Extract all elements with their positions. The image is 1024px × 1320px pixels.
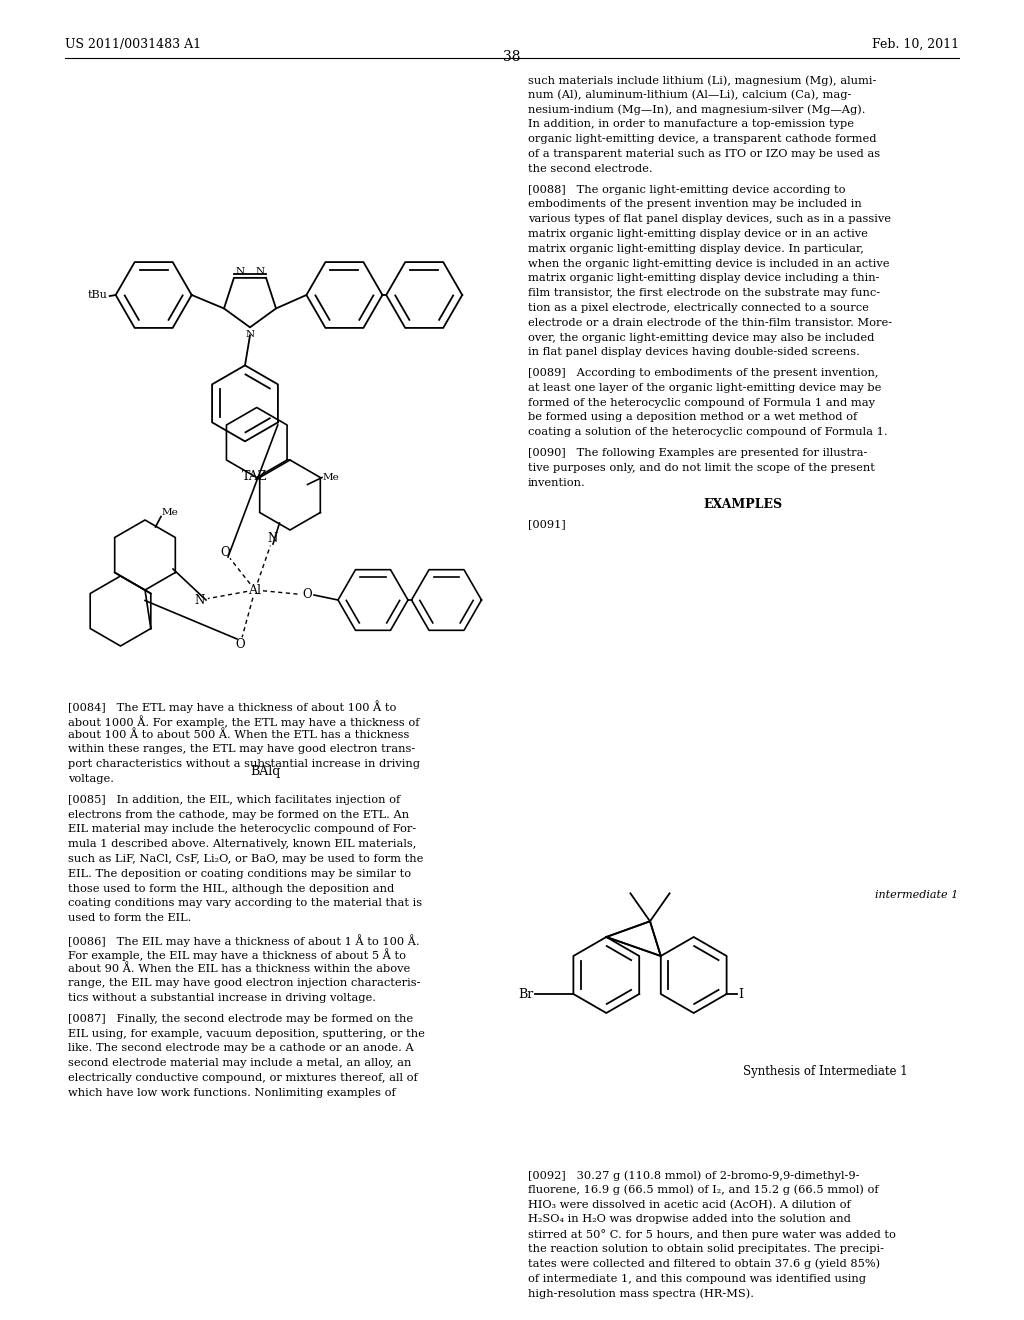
Text: within these ranges, the ETL may have good electron trans-: within these ranges, the ETL may have go… [68, 744, 416, 755]
Text: US 2011/0031483 A1: US 2011/0031483 A1 [65, 38, 201, 51]
Text: matrix organic light-emitting display device including a thin-: matrix organic light-emitting display de… [528, 273, 880, 284]
Text: Synthesis of Intermediate 1: Synthesis of Intermediate 1 [742, 1065, 907, 1078]
Text: I: I [738, 987, 743, 1001]
Text: coating a solution of the heterocyclic compound of Formula 1.: coating a solution of the heterocyclic c… [528, 428, 888, 437]
Text: num (Al), aluminum-lithium (Al—Li), calcium (Ca), mag-: num (Al), aluminum-lithium (Al—Li), calc… [528, 90, 851, 100]
Text: tates were collected and filtered to obtain 37.6 g (yield 85%): tates were collected and filtered to obt… [528, 1259, 880, 1270]
Text: which have low work functions. Nonlimiting examples of: which have low work functions. Nonlimiti… [68, 1088, 395, 1098]
Text: electrically conductive compound, or mixtures thereof, all of: electrically conductive compound, or mix… [68, 1073, 418, 1082]
Text: in flat panel display devices having double-sided screens.: in flat panel display devices having dou… [528, 347, 860, 358]
Text: range, the EIL may have good electron injection characteris-: range, the EIL may have good electron in… [68, 978, 421, 989]
Text: N: N [236, 267, 245, 276]
Text: about 1000 Å. For example, the ETL may have a thickness of: about 1000 Å. For example, the ETL may h… [68, 715, 420, 727]
Text: tBu: tBu [88, 290, 108, 300]
Text: organic light-emitting device, a transparent cathode formed: organic light-emitting device, a transpa… [528, 135, 877, 144]
Text: fluorene, 16.9 g (66.5 mmol) of I₂, and 15.2 g (66.5 mmol) of: fluorene, 16.9 g (66.5 mmol) of I₂, and … [528, 1185, 879, 1196]
Text: invention.: invention. [528, 478, 586, 487]
Text: tion as a pixel electrode, electrically connected to a source: tion as a pixel electrode, electrically … [528, 302, 869, 313]
Text: [0090]   The following Examples are presented for illustra-: [0090] The following Examples are presen… [528, 447, 867, 458]
Text: Me: Me [162, 508, 179, 517]
Text: TAZ: TAZ [243, 470, 267, 483]
Text: Feb. 10, 2011: Feb. 10, 2011 [871, 38, 959, 51]
Text: embodiments of the present invention may be included in: embodiments of the present invention may… [528, 199, 862, 210]
Text: port characteristics without a substantial increase in driving: port characteristics without a substanti… [68, 759, 420, 770]
Text: [0091]: [0091] [528, 519, 565, 529]
Text: In addition, in order to manufacture a top-emission type: In addition, in order to manufacture a t… [528, 119, 854, 129]
Text: nesium-indium (Mg—In), and magnesium-silver (Mg—Ag).: nesium-indium (Mg—In), and magnesium-sil… [528, 104, 865, 115]
Text: EIL using, for example, vacuum deposition, sputtering, or the: EIL using, for example, vacuum depositio… [68, 1028, 425, 1039]
Text: H₂SO₄ in H₂O was dropwise added into the solution and: H₂SO₄ in H₂O was dropwise added into the… [528, 1214, 851, 1225]
Text: 38: 38 [503, 50, 521, 63]
Text: N: N [195, 594, 205, 606]
Text: over, the organic light-emitting device may also be included: over, the organic light-emitting device … [528, 333, 874, 342]
Text: EIL. The deposition or coating conditions may be similar to: EIL. The deposition or coating condition… [68, 869, 411, 879]
Text: BAlq: BAlq [250, 766, 281, 777]
Text: HIO₃ were dissolved in acetic acid (AcOH). A dilution of: HIO₃ were dissolved in acetic acid (AcOH… [528, 1200, 851, 1210]
Text: [0084]   The ETL may have a thickness of about 100 Å to: [0084] The ETL may have a thickness of a… [68, 700, 396, 713]
Text: electrons from the cathode, may be formed on the ETL. An: electrons from the cathode, may be forme… [68, 809, 410, 820]
Text: [0086]   The EIL may have a thickness of about 1 Å to 100 Å.: [0086] The EIL may have a thickness of a… [68, 933, 420, 946]
Text: tive purposes only, and do not limit the scope of the present: tive purposes only, and do not limit the… [528, 463, 874, 473]
Text: [0088]   The organic light-emitting device according to: [0088] The organic light-emitting device… [528, 185, 846, 194]
Text: [0092]   30.27 g (110.8 mmol) of 2-bromo-9,9-dimethyl-9-: [0092] 30.27 g (110.8 mmol) of 2-bromo-9… [528, 1170, 859, 1180]
Text: the reaction solution to obtain solid precipitates. The precipi-: the reaction solution to obtain solid pr… [528, 1243, 884, 1254]
Text: matrix organic light-emitting display device. In particular,: matrix organic light-emitting display de… [528, 244, 864, 253]
Text: voltage.: voltage. [68, 774, 114, 784]
Text: EXAMPLES: EXAMPLES [703, 498, 782, 511]
Text: when the organic light-emitting device is included in an active: when the organic light-emitting device i… [528, 259, 890, 268]
Text: of a transparent material such as ITO or IZO may be used as: of a transparent material such as ITO or… [528, 149, 880, 158]
Text: Me: Me [323, 473, 340, 482]
Text: be formed using a deposition method or a wet method of: be formed using a deposition method or a… [528, 412, 857, 422]
Text: O: O [236, 639, 245, 652]
Text: matrix organic light-emitting display device or in an active: matrix organic light-emitting display de… [528, 228, 868, 239]
Text: intermediate 1: intermediate 1 [874, 890, 958, 900]
Text: like. The second electrode may be a cathode or an anode. A: like. The second electrode may be a cath… [68, 1043, 414, 1053]
Text: EIL material may include the heterocyclic compound of For-: EIL material may include the heterocycli… [68, 824, 416, 834]
Text: coating conditions may vary according to the material that is: coating conditions may vary according to… [68, 899, 422, 908]
Text: mula 1 described above. Alternatively, known EIL materials,: mula 1 described above. Alternatively, k… [68, 840, 417, 849]
Text: [0085]   In addition, the EIL, which facilitates injection of: [0085] In addition, the EIL, which facil… [68, 795, 400, 805]
Text: the second electrode.: the second electrode. [528, 164, 652, 174]
Text: such as LiF, NaCl, CsF, Li₂O, or BaO, may be used to form the: such as LiF, NaCl, CsF, Li₂O, or BaO, ma… [68, 854, 423, 863]
Text: various types of flat panel display devices, such as in a passive: various types of flat panel display devi… [528, 214, 891, 224]
Text: N: N [256, 267, 264, 276]
Text: stirred at 50° C. for 5 hours, and then pure water was added to: stirred at 50° C. for 5 hours, and then … [528, 1229, 896, 1239]
Text: electrode or a drain electrode of the thin-film transistor. More-: electrode or a drain electrode of the th… [528, 318, 892, 327]
Text: For example, the EIL may have a thickness of about 5 Å to: For example, the EIL may have a thicknes… [68, 949, 406, 961]
Text: O: O [302, 589, 312, 602]
Text: tics without a substantial increase in driving voltage.: tics without a substantial increase in d… [68, 993, 376, 1003]
Text: Al: Al [249, 583, 261, 597]
Text: N: N [268, 532, 279, 544]
Text: second electrode material may include a metal, an alloy, an: second electrode material may include a … [68, 1059, 412, 1068]
Text: O: O [220, 545, 229, 558]
Text: [0087]   Finally, the second electrode may be formed on the: [0087] Finally, the second electrode may… [68, 1014, 413, 1024]
Text: [0089]   According to embodiments of the present invention,: [0089] According to embodiments of the p… [528, 368, 879, 378]
Text: film transistor, the first electrode on the substrate may func-: film transistor, the first electrode on … [528, 288, 880, 298]
Text: those used to form the HIL, although the deposition and: those used to form the HIL, although the… [68, 883, 394, 894]
Text: about 100 Å to about 500 Å. When the ETL has a thickness: about 100 Å to about 500 Å. When the ETL… [68, 730, 410, 741]
Text: used to form the EIL.: used to form the EIL. [68, 913, 191, 923]
Text: high-resolution mass spectra (HR-MS).: high-resolution mass spectra (HR-MS). [528, 1288, 754, 1299]
Text: at least one layer of the organic light-emitting device may be: at least one layer of the organic light-… [528, 383, 882, 393]
Text: about 90 Å. When the EIL has a thickness within the above: about 90 Å. When the EIL has a thickness… [68, 964, 411, 974]
Text: of intermediate 1, and this compound was identified using: of intermediate 1, and this compound was… [528, 1274, 866, 1283]
Text: such materials include lithium (Li), magnesium (Mg), alumi-: such materials include lithium (Li), mag… [528, 75, 877, 86]
Text: Br: Br [518, 987, 534, 1001]
Text: N: N [246, 330, 255, 339]
Text: formed of the heterocyclic compound of Formula 1 and may: formed of the heterocyclic compound of F… [528, 397, 874, 408]
